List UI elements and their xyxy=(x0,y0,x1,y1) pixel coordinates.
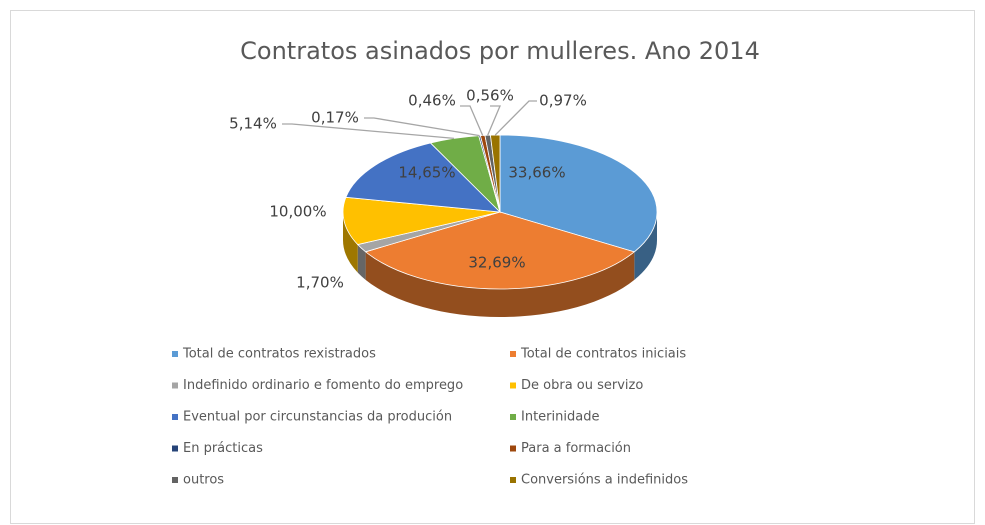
slice xyxy=(345,142,502,213)
legend-swatch xyxy=(510,445,516,452)
data-label: 14,65% xyxy=(398,164,455,182)
data-label: 0,17% xyxy=(311,109,359,127)
legend-swatch xyxy=(172,414,178,420)
slice-side xyxy=(357,244,366,280)
data-label: 0,97% xyxy=(539,92,587,110)
legend-label: Indefinido ordinario e fomento do empreg… xyxy=(183,378,463,393)
slice xyxy=(364,211,636,290)
legend-swatch xyxy=(510,414,516,420)
chart-title: Contratos asinados por mulleres. Ano 201… xyxy=(240,37,760,65)
data-label: 10,00% xyxy=(269,203,326,221)
legend-label: En prácticas xyxy=(183,441,263,456)
data-label: 0,56% xyxy=(466,87,514,105)
data-label: 32,69% xyxy=(468,254,525,272)
leader-line xyxy=(460,105,484,136)
leader-line xyxy=(282,123,455,140)
data-label: 0,46% xyxy=(408,92,456,110)
leader-line xyxy=(364,117,480,137)
slice xyxy=(489,134,501,213)
legend-label: Total de contratos iniciais xyxy=(520,347,686,362)
data-label: 5,14% xyxy=(229,115,277,133)
legend-swatch xyxy=(510,477,516,483)
legend-swatch xyxy=(172,351,178,357)
legend-swatch xyxy=(172,382,178,389)
slice-side xyxy=(365,251,635,317)
legend-swatch xyxy=(510,351,516,357)
data-label: 33,66% xyxy=(508,164,565,182)
legend-label: Eventual por circunstancias da produción xyxy=(183,410,452,425)
legend-label: Interinidade xyxy=(521,410,599,425)
legend-label: Total de contratos rexistrados xyxy=(182,347,376,362)
slice-side xyxy=(634,212,657,280)
legend-swatch xyxy=(510,382,516,389)
legend-label: De obra ou servizo xyxy=(521,378,643,393)
legend-swatch xyxy=(172,445,178,452)
legend-label: Para a formación xyxy=(521,441,631,456)
leader-line xyxy=(494,100,537,136)
legend-label: outros xyxy=(183,473,224,488)
legend-label: Conversións a indefinidos xyxy=(521,473,688,488)
leader-line xyxy=(487,105,501,136)
slice xyxy=(499,134,658,253)
slice xyxy=(342,196,501,246)
legend-swatch xyxy=(172,477,178,483)
data-label: 1,70% xyxy=(296,274,344,292)
slice-side xyxy=(343,212,358,273)
